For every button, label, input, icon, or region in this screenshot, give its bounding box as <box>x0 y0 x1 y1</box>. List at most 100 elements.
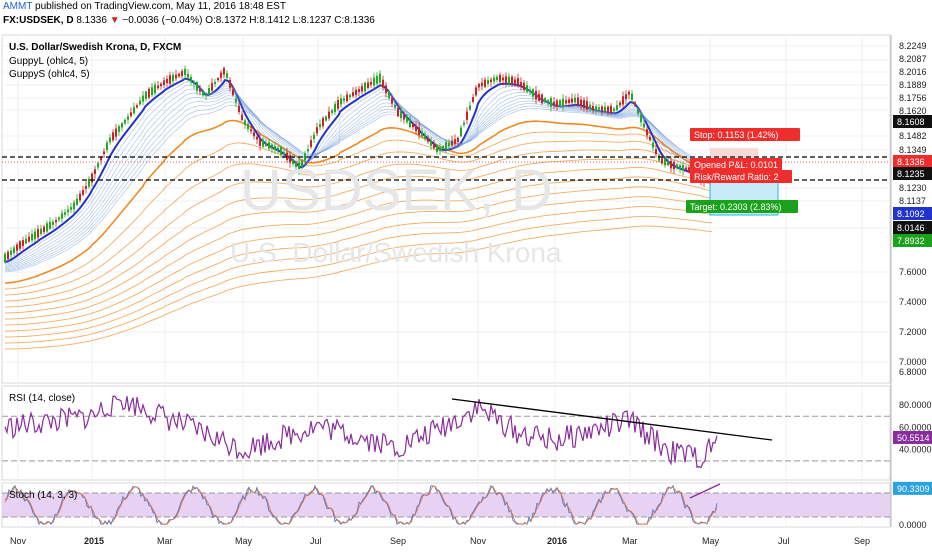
candle-body <box>442 146 444 149</box>
candle-body <box>457 138 459 142</box>
rr-label: Risk/Reward Ratio: 2 <box>694 172 779 182</box>
publisher-link[interactable]: AMMT <box>3 1 33 12</box>
candle-body <box>358 89 360 93</box>
candle-body <box>136 105 138 108</box>
candle-body <box>82 189 84 195</box>
candle-body <box>49 221 51 229</box>
rr-label-bg <box>690 170 792 183</box>
candle-body <box>517 78 519 86</box>
stoch-value-tag: 90.3309 <box>897 484 930 494</box>
price-tick-label: 8.2016 <box>899 67 927 77</box>
candle-body <box>409 118 411 128</box>
candle-body <box>304 153 306 161</box>
candle-body <box>688 167 690 173</box>
candle-body <box>346 94 348 102</box>
candle-body <box>37 229 39 238</box>
x-tick-label: Sep <box>390 536 406 546</box>
candle-body <box>271 144 273 149</box>
candle-body <box>586 101 588 110</box>
price-tag: 8.1608 <box>897 117 925 127</box>
candle-body <box>379 73 381 83</box>
candle-body <box>265 142 267 146</box>
candle-body <box>154 84 156 94</box>
slow-guppy-line <box>4 225 713 350</box>
candle-body <box>196 82 198 91</box>
candle-body <box>295 161 297 167</box>
candle-body <box>337 99 339 109</box>
target-label: Target: 0.2303 (2.83%) <box>690 202 782 212</box>
candle-body <box>565 100 567 104</box>
candle-body <box>643 123 645 128</box>
price-tag: 7.8932 <box>897 236 925 246</box>
candle-body <box>421 131 423 137</box>
candle-body <box>247 123 249 130</box>
candle-body <box>298 162 300 172</box>
candle-body <box>673 161 675 170</box>
candle-body <box>34 231 36 240</box>
candle-body <box>328 111 330 119</box>
candle-body <box>415 125 417 132</box>
candle-body <box>163 80 165 85</box>
candle-body <box>343 98 345 101</box>
candle-body <box>157 85 159 89</box>
candle-body <box>238 105 240 113</box>
candle-body <box>142 95 144 102</box>
main-pane-title: U.S. Dollar/Swedish Krona, D, FXCM <box>9 42 182 53</box>
candle-body <box>583 100 585 108</box>
slow-guppy-line <box>4 196 713 332</box>
candle-body <box>13 247 15 254</box>
candle-body <box>610 105 612 114</box>
candle-body <box>316 127 318 134</box>
pnl-label-bg <box>690 158 782 171</box>
x-tick-label: Mar <box>622 536 638 546</box>
candle-body <box>67 209 69 213</box>
x-tick-label: Mar <box>157 536 173 546</box>
candle-body <box>562 98 564 107</box>
candle-body <box>52 221 54 225</box>
candle-body <box>139 100 141 105</box>
candle-body <box>388 91 390 99</box>
candle-body <box>58 217 60 220</box>
candle-body <box>430 140 432 146</box>
candle-body <box>370 81 372 85</box>
candle-body <box>16 244 18 251</box>
price-tick-label: 7.2000 <box>899 327 927 337</box>
x-tick-label: May <box>702 536 720 546</box>
candle-body <box>577 97 579 106</box>
candle-body <box>646 129 648 136</box>
candle-body <box>478 83 480 88</box>
candle-body <box>394 104 396 108</box>
price-tag-bg <box>893 221 932 234</box>
slow-guppy-line <box>4 131 713 290</box>
slow-guppy-ribbon <box>4 119 713 350</box>
candle-body <box>619 102 621 106</box>
candle-body <box>607 106 609 113</box>
candle-body <box>529 89 531 92</box>
last-price: 8.1336 <box>76 15 107 26</box>
candle-body <box>7 251 9 260</box>
price-tick-label: 6.8000 <box>899 367 927 377</box>
quote-line: FX:USDSEK, D 8.1336 ▼ −0.0036 (−0.04%) O… <box>3 15 375 26</box>
stop-label-bg <box>690 128 800 141</box>
candle-body <box>190 76 192 82</box>
candle-body <box>118 126 120 132</box>
candle-body <box>19 241 21 249</box>
candle-body <box>400 111 402 119</box>
candle-body <box>286 152 288 160</box>
candle-body <box>181 71 183 76</box>
x-tick-label: 2015 <box>84 536 104 546</box>
fast-guppy-line <box>4 104 713 273</box>
candle-body <box>541 94 543 104</box>
slow-guppy-line <box>4 119 713 284</box>
candle-body <box>46 223 48 232</box>
price-tick-label: 7.6000 <box>899 267 927 277</box>
candle-body <box>187 73 189 78</box>
candle-body <box>403 115 405 120</box>
price-tick-label: 8.2249 <box>899 41 927 51</box>
candle-body <box>637 108 639 114</box>
open-value: O:8.1372 <box>205 15 247 26</box>
candle-body <box>670 160 672 169</box>
stop-label: Stop: 0.1153 (1.42%) <box>694 130 778 140</box>
candle-body <box>229 80 231 88</box>
